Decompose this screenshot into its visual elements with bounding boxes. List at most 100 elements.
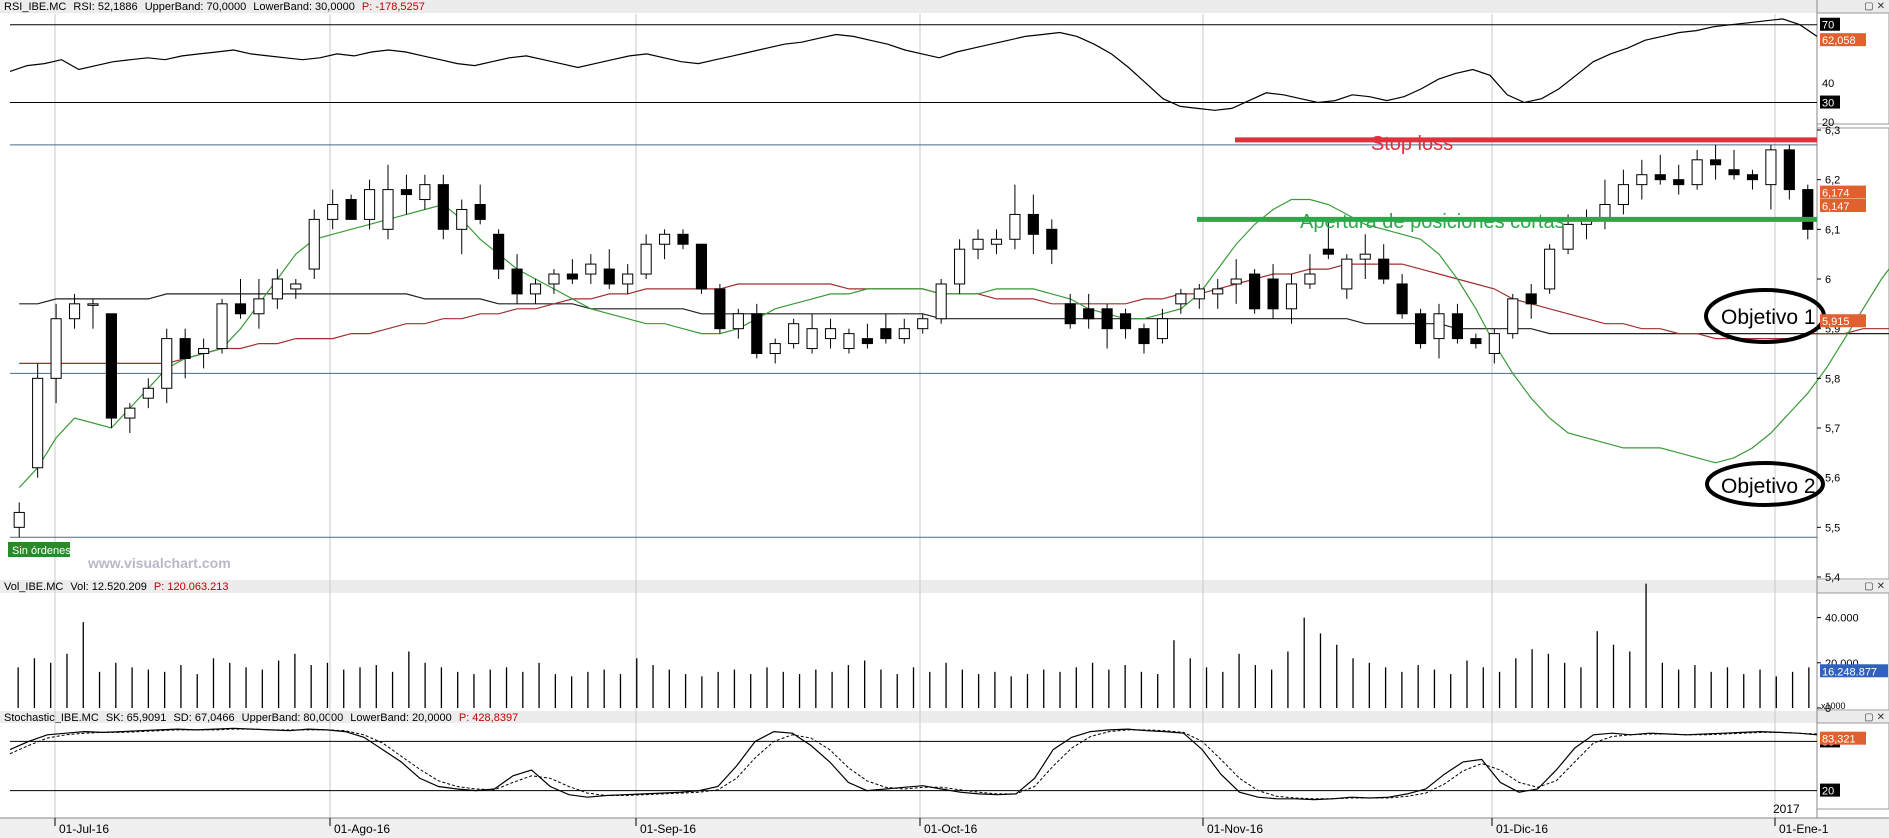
candle-body (751, 313, 763, 354)
candle-body (566, 273, 578, 280)
candle-body (400, 189, 413, 196)
close-icon[interactable]: ✕ (1876, 581, 1885, 592)
candle-body (714, 288, 726, 330)
price-last-label: 5,915 (1822, 316, 1850, 328)
candle-body (124, 407, 136, 419)
price-tick-label: 5,9 (1825, 324, 1840, 336)
candle-body (529, 283, 542, 295)
price-tick-label: 6,3 (1825, 125, 1840, 137)
price-header: IBE.MC - IBERDROLA - 1 d H: 17:29 A: 6,0… (0, 100, 1889, 115)
rsi-band-tag (1820, 17, 1840, 31)
candle-body (1488, 333, 1500, 354)
candle-body (382, 189, 394, 230)
price-last-tag (1820, 198, 1866, 212)
vol-p: P: 120.063.213 (153, 581, 229, 593)
price-last-tag (1820, 185, 1866, 199)
close-icon[interactable]: ✕ (1876, 101, 1885, 112)
maximize-icon[interactable]: ▢ (1864, 101, 1874, 112)
x-tick-label: 01-Ene-1 (1779, 822, 1829, 836)
stoch-upper: UpperBand: 80,0000 (241, 712, 344, 724)
candle-body (437, 184, 449, 230)
candle-body (898, 328, 910, 340)
x-tick-label: 01-Sep-16 (640, 822, 696, 836)
candle-body (1212, 288, 1224, 295)
candle-body (769, 343, 781, 355)
rsi-tick-label: 70 (1822, 20, 1834, 32)
candle-body (1525, 293, 1537, 305)
vol-name: Vol_IBE.MC (4, 581, 64, 593)
candle-body (363, 189, 376, 220)
price-c: C: 6,011 (343, 101, 384, 113)
x-tick-label: 01-Nov-16 (1207, 822, 1263, 836)
candle-body (1046, 228, 1058, 250)
rsi-value: RSI: 52,1886 (73, 1, 138, 13)
price-v: V: 12.520.209 (439, 101, 508, 113)
candle-body (234, 303, 247, 315)
candle-body (1470, 338, 1482, 345)
maximize-icon[interactable]: ▢ (1864, 1, 1874, 12)
apertura-label: Apertura de posiciones cortas (1300, 211, 1565, 233)
candle-body (50, 318, 62, 379)
price-a: A: 6,021 (195, 101, 237, 113)
candle-body (1249, 273, 1261, 310)
candle-body (198, 348, 210, 354)
status-badge (8, 542, 70, 557)
price-last-label: 6,174 (1822, 188, 1850, 200)
maximize-icon[interactable]: ▢ (1864, 581, 1874, 592)
sma-mid-line (19, 263, 1889, 364)
candle-body (1710, 159, 1722, 166)
candle-body (13, 511, 25, 528)
candle-body (935, 283, 947, 320)
candle-body (161, 338, 173, 389)
watermark: www.visualchart.com (87, 555, 231, 571)
candle-body (1027, 213, 1039, 235)
candle-body (990, 238, 1003, 245)
close-icon[interactable]: ✕ (1876, 712, 1885, 723)
candle-body (179, 338, 191, 359)
candle-body (493, 233, 505, 270)
candle-body (68, 303, 81, 320)
rsi-tick-label: 40 (1822, 78, 1834, 90)
candle-body (1193, 288, 1205, 300)
price-last-tag (1820, 314, 1866, 328)
candle-body (659, 233, 671, 245)
rsi-p: P: -178,5257 (361, 1, 425, 13)
candle-body (1230, 278, 1242, 285)
candle-body (1378, 258, 1390, 280)
volume-header: Vol_IBE.MC Vol: 12.520.209 P: 120.063.21… (0, 580, 1889, 595)
candle-body (1765, 149, 1777, 186)
candle-body (1009, 213, 1021, 240)
x-tick-label: 01-Jul-16 (59, 822, 109, 836)
vol-axis-strip (1816, 592, 1889, 711)
price-tick-label: 5,8 (1825, 373, 1840, 385)
objetivo2-ellipse (1705, 461, 1825, 507)
candle-body (1341, 258, 1353, 290)
candle-body (271, 278, 283, 300)
price-mm: m: 5,982 (293, 101, 337, 113)
stoch-tick-label: 83,321 (1822, 734, 1856, 746)
candle-body (1138, 328, 1150, 345)
candle-body (1064, 303, 1076, 325)
volume-last-tag (1820, 664, 1888, 678)
x-axis-strip (0, 818, 1889, 838)
candle-body (677, 233, 689, 245)
sma-long-line (19, 293, 1889, 335)
candle-body (1101, 308, 1113, 330)
candle-body (1673, 179, 1685, 186)
candle-body (1083, 308, 1095, 320)
maximize-icon[interactable]: ▢ (1864, 712, 1874, 723)
candle-body (87, 303, 99, 306)
candle-body (843, 333, 855, 350)
candle-body (824, 328, 837, 340)
stoch-tick-label: 20 (1822, 786, 1834, 798)
candle-body (327, 204, 339, 220)
candle-body (954, 248, 966, 285)
close-icon[interactable]: ✕ (1876, 1, 1885, 12)
vol-pane-bg (0, 593, 1889, 710)
candle-body (105, 313, 117, 419)
candle-body (456, 208, 468, 230)
stoch-sk-line (9, 727, 1818, 801)
price-name: IBE.MC - IBERDROLA - 1 d (4, 101, 140, 113)
stoch-name: Stochastic_IBE.MC (4, 712, 99, 724)
candle-body (1783, 149, 1795, 191)
